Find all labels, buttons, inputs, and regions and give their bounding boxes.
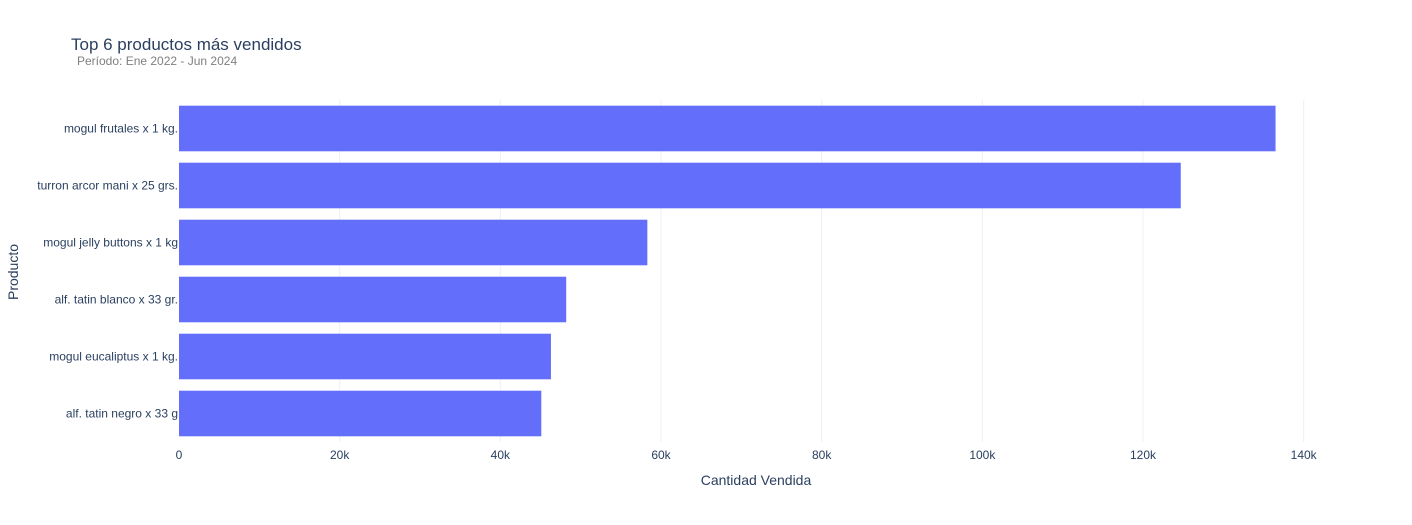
bar xyxy=(179,333,551,380)
chart-subtitle: Período: Ene 2022 - Jun 2024 xyxy=(77,54,238,68)
bar xyxy=(179,162,1181,209)
x-axis-label: Cantidad Vendida xyxy=(701,472,812,488)
y-tick-label: alf. tatin blanco x 33 gr. xyxy=(55,293,178,307)
bar xyxy=(179,276,567,323)
x-tick-label: 60k xyxy=(651,448,671,462)
x-tick-labels: 0 20k 40k 60k 80k 100k 120k 140k xyxy=(176,448,1318,462)
y-tick-label: mogul jelly buttons x 1 kg xyxy=(43,236,178,250)
bar xyxy=(179,219,648,266)
x-tick-label: 0 xyxy=(176,448,183,462)
grid-lines xyxy=(339,100,1305,442)
x-tick-label: 40k xyxy=(491,448,511,462)
x-tick-label: 120k xyxy=(1130,448,1157,462)
bars xyxy=(179,105,1276,437)
chart-title: Top 6 productos más vendidos xyxy=(71,35,302,54)
x-tick-label: 80k xyxy=(812,448,832,462)
x-tick-label: 100k xyxy=(969,448,996,462)
bar xyxy=(179,390,542,437)
y-tick-label: mogul frutales x 1 kg. xyxy=(64,122,178,136)
y-tick-label: alf. tatin negro x 33 g xyxy=(66,407,178,421)
y-tick-label: mogul eucaliptus x 1 kg. xyxy=(49,350,178,364)
x-tick-label: 140k xyxy=(1291,448,1318,462)
y-tick-label: turron arcor mani x 25 grs. xyxy=(37,179,178,193)
y-axis-label: Producto xyxy=(5,244,21,300)
x-tick-label: 20k xyxy=(330,448,350,462)
bar xyxy=(179,105,1276,152)
y-tick-labels: mogul frutales x 1 kg. turron arcor mani … xyxy=(37,122,178,421)
